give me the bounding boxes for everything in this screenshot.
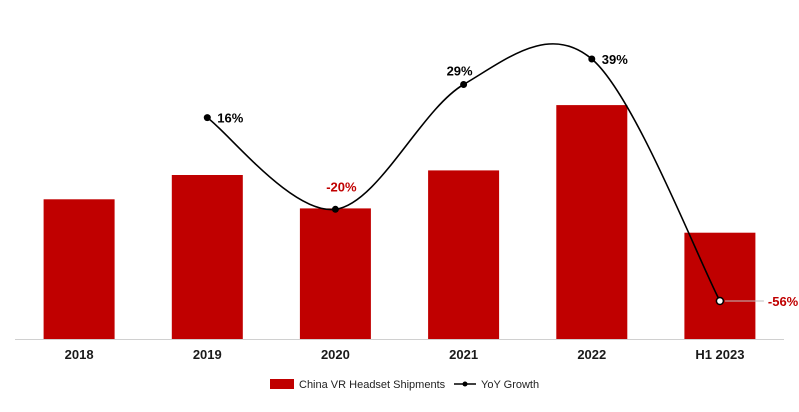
category-label-2021: 2021 — [449, 347, 478, 362]
growth-point-2021 — [460, 81, 468, 88]
category-label-h1-2023: H1 2023 — [695, 347, 744, 362]
growth-point-2019 — [203, 114, 211, 122]
growth-label-2022: 39% — [602, 52, 628, 67]
legend-swatch-shipments — [270, 379, 294, 389]
growth-label-2019: 16% — [217, 111, 243, 126]
legend-label-growth: YoY Growth — [481, 379, 539, 391]
growth-label-2021: 29% — [447, 64, 473, 79]
growth-label-h1-2023: -56% — [768, 294, 799, 309]
legend-label-shipments: China VR Headset Shipments — [299, 379, 446, 391]
legend: China VR Headset Shipments YoY Growth — [270, 379, 539, 391]
growth-line-layer: 16% -20% 29% 39% -56% — [203, 43, 799, 309]
category-label-2020: 2020 — [321, 347, 350, 362]
category-label-2018: 2018 — [65, 347, 94, 362]
bar-2022 — [556, 105, 628, 339]
growth-point-2022 — [588, 55, 596, 63]
bar-2021 — [428, 170, 500, 339]
bar-2018 — [43, 199, 115, 339]
bar-2019 — [171, 175, 243, 339]
growth-point-h1-2023 — [715, 296, 725, 306]
growth-label-2020: -20% — [326, 179, 357, 194]
category-labels: 2018 2019 2020 2021 2022 H1 2023 — [65, 347, 745, 362]
bar-2020 — [299, 208, 371, 339]
legend-swatch-growth-marker — [462, 381, 468, 387]
growth-point-2020 — [331, 205, 339, 213]
category-label-2022: 2022 — [577, 347, 606, 362]
bars-layer — [43, 105, 756, 339]
category-label-2019: 2019 — [193, 347, 222, 362]
